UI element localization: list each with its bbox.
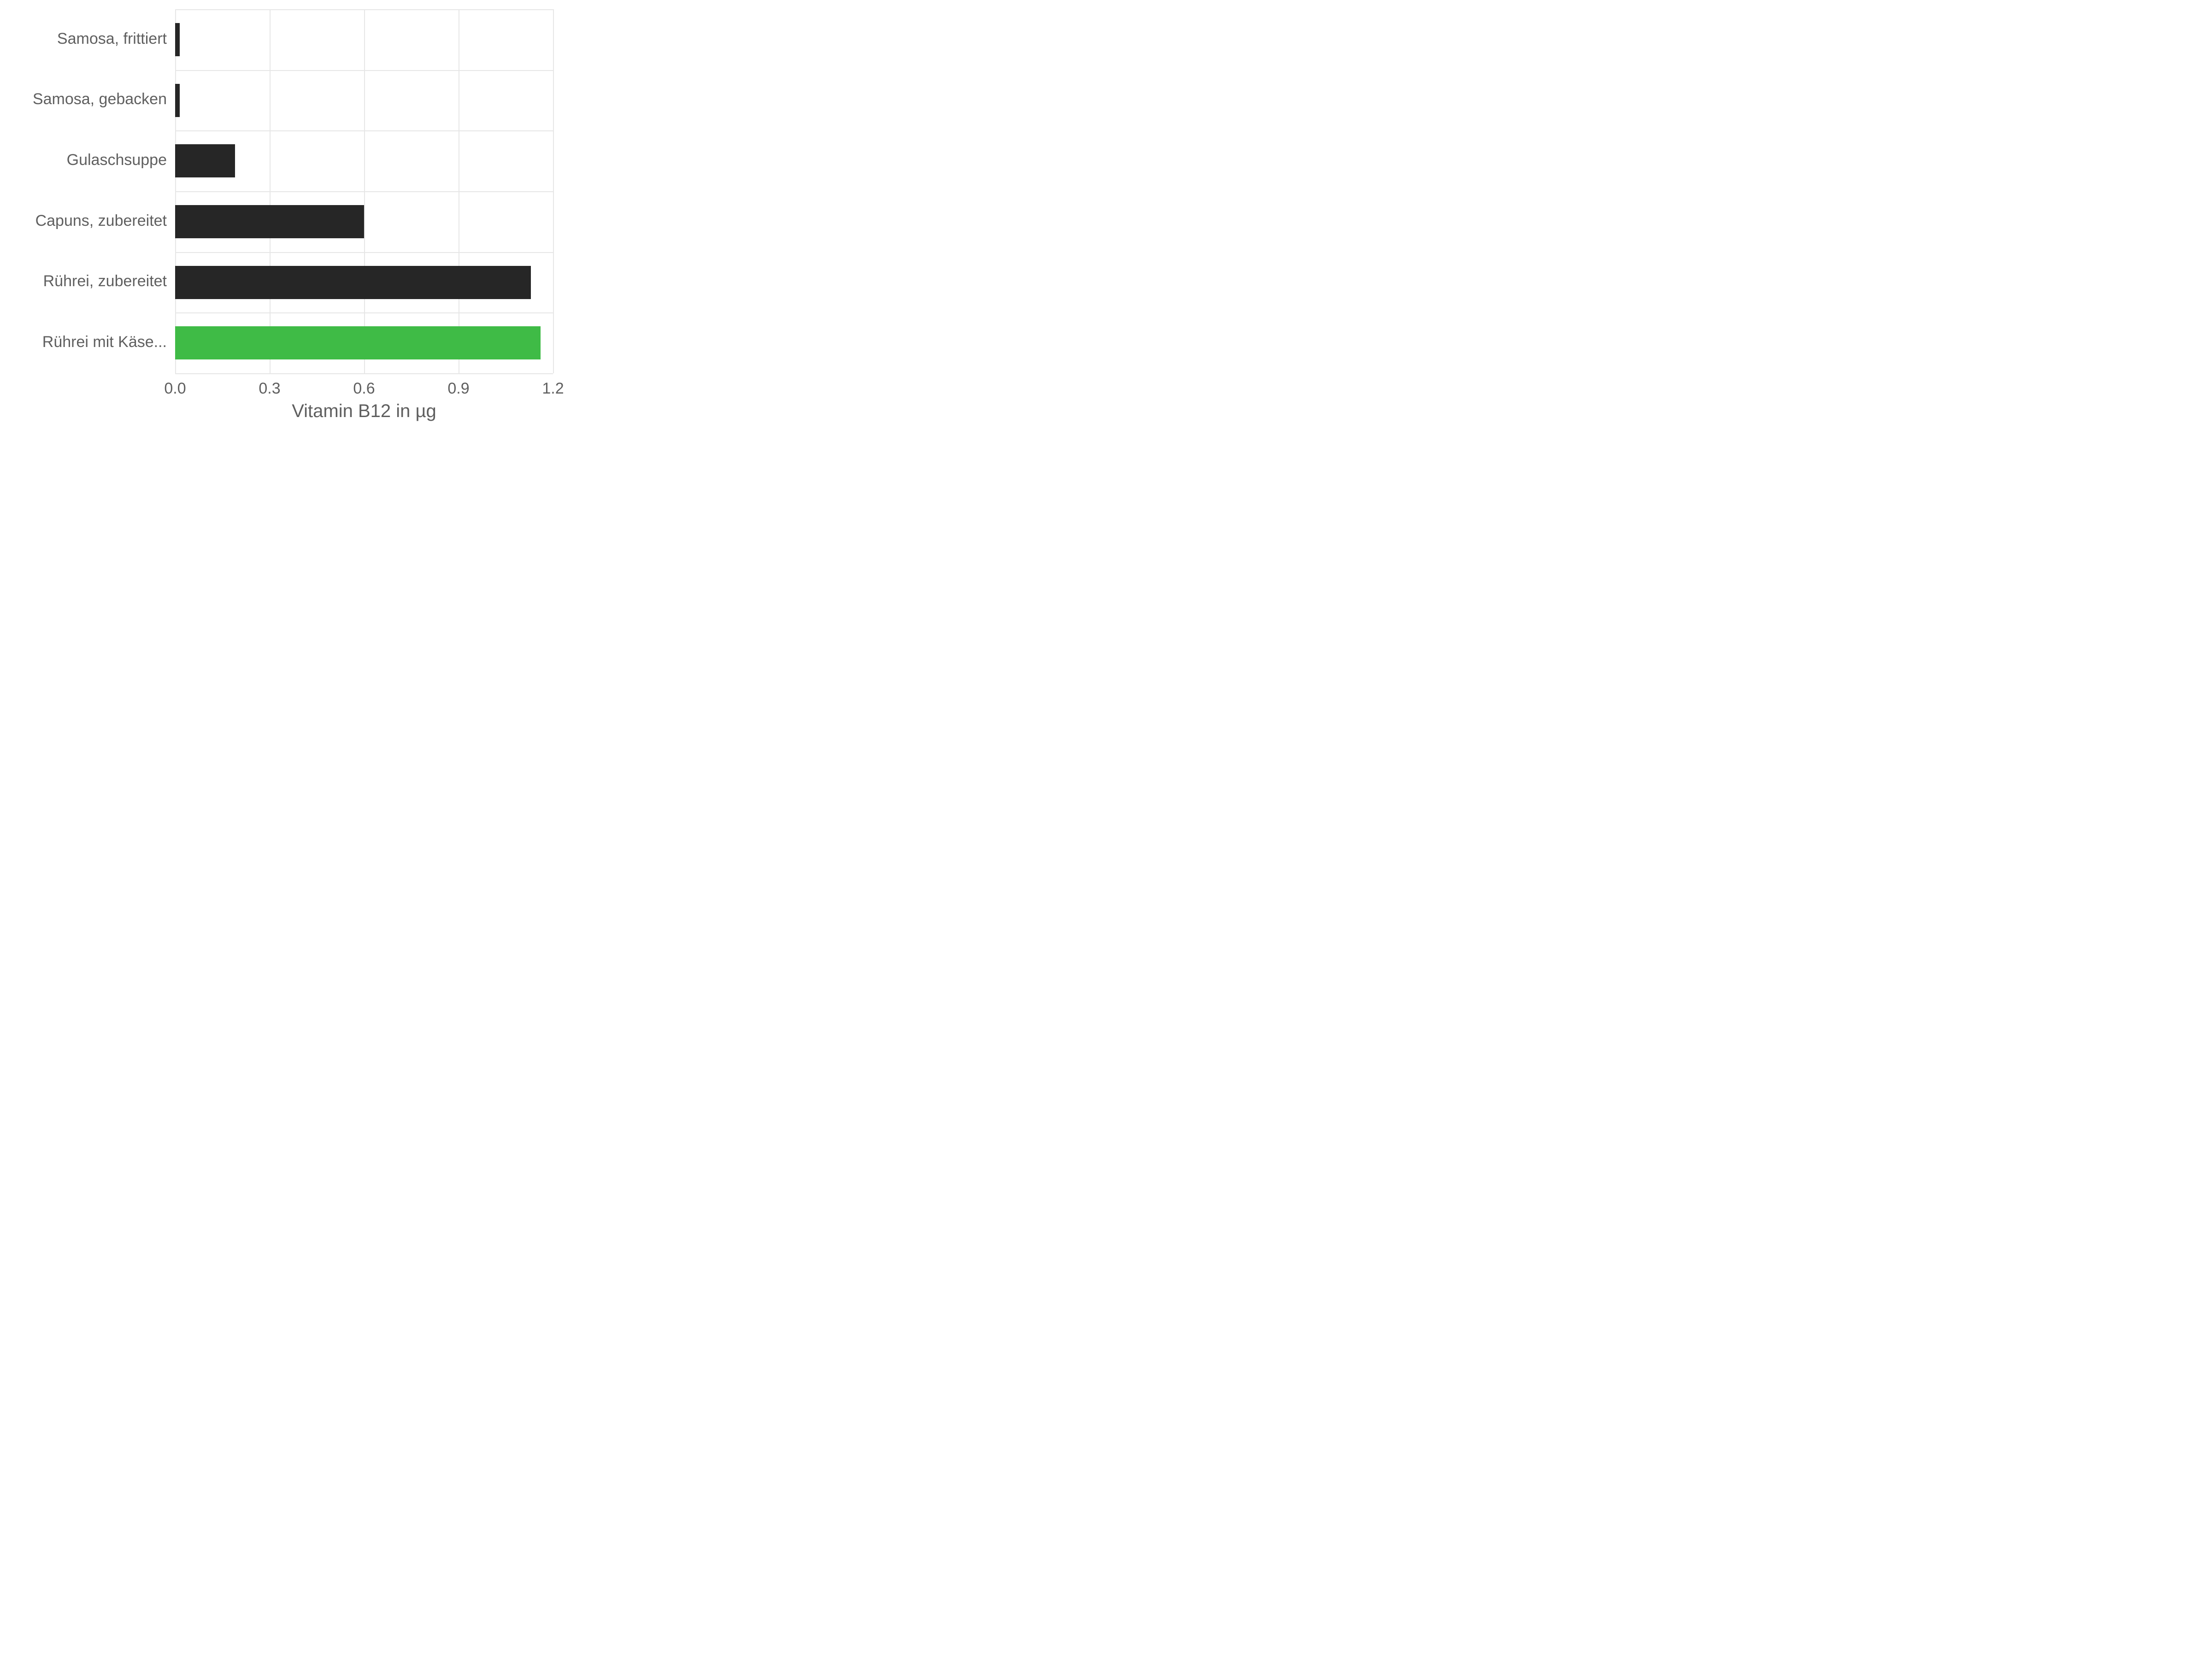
- x-axis-title: Vitamin B12 in µg: [292, 401, 436, 422]
- y-axis-label: Gulaschsuppe: [67, 151, 167, 169]
- vitamin-b12-bar-chart: Samosa, frittiert Samosa, gebacken Gulasch…: [0, 0, 576, 433]
- bar: [175, 144, 235, 177]
- x-axis-tick-label: 1.2: [542, 380, 564, 398]
- bar: [175, 84, 180, 117]
- grid-horizontal: [175, 9, 553, 10]
- grid-horizontal: [175, 70, 553, 71]
- x-axis-tick-label: 0.6: [353, 380, 375, 398]
- x-axis-tick-label: 0.9: [447, 380, 469, 398]
- y-axis-label: Samosa, gebacken: [33, 90, 167, 108]
- x-axis-tick-label: 0.3: [259, 380, 280, 398]
- bar: [175, 326, 541, 359]
- x-axis-tick-label: 0.0: [164, 380, 186, 398]
- bar: [175, 23, 180, 56]
- grid-horizontal: [175, 373, 553, 374]
- bar: [175, 266, 531, 299]
- y-axis-label: Capuns, zubereitet: [35, 212, 167, 230]
- y-axis-label: Rührei, zubereitet: [43, 272, 167, 290]
- grid-horizontal: [175, 252, 553, 253]
- y-axis-label: Samosa, frittiert: [57, 30, 167, 48]
- grid-vertical: [553, 9, 554, 373]
- y-axis-label: Rührei mit Käse...: [42, 333, 167, 351]
- bar: [175, 205, 364, 238]
- plot-area: [175, 9, 553, 373]
- grid-horizontal: [175, 130, 553, 131]
- grid-horizontal: [175, 312, 553, 313]
- grid-horizontal: [175, 191, 553, 192]
